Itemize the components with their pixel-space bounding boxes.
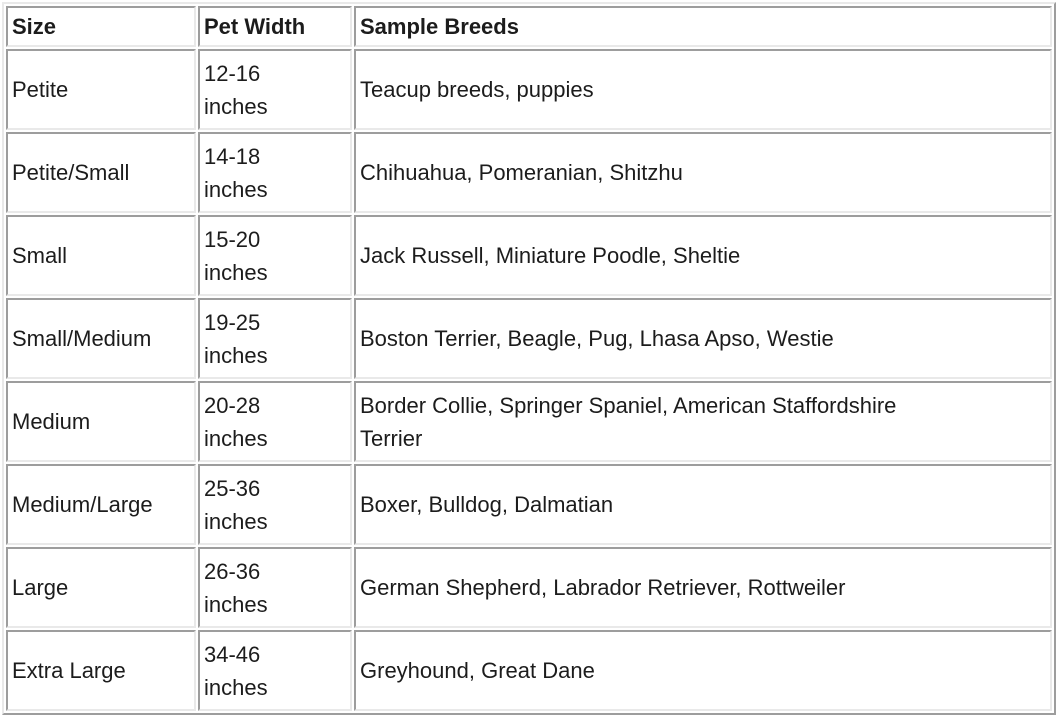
pet-width-cell: 12-16 inches <box>198 49 352 130</box>
table-row: Medium 20-28 inches Border Collie, Sprin… <box>6 381 1052 462</box>
table-row: Small/Medium 19-25 inches Boston Terrier… <box>6 298 1052 379</box>
table-row: Small 15-20 inches Jack Russell, Miniatu… <box>6 215 1052 296</box>
breeds-cell: Greyhound, Great Dane <box>354 630 1052 711</box>
pet-width-cell: 25-36 inches <box>198 464 352 545</box>
column-header-width: Pet Width <box>198 6 352 47</box>
pet-width-cell: 14-18 inches <box>198 132 352 213</box>
pet-width-cell: 19-25 inches <box>198 298 352 379</box>
size-cell: Large <box>6 547 196 628</box>
table-row: Petite 12-16 inches Teacup breeds, puppi… <box>6 49 1052 130</box>
pet-width-cell: 20-28 inches <box>198 381 352 462</box>
breeds-cell: Boston Terrier, Beagle, Pug, Lhasa Apso,… <box>354 298 1052 379</box>
size-cell: Medium <box>6 381 196 462</box>
header-row: Size Pet Width Sample Breeds <box>6 6 1052 47</box>
size-cell: Extra Large <box>6 630 196 711</box>
breeds-cell: Border Collie, Springer Spaniel, America… <box>354 381 1052 462</box>
table-row: Extra Large 34-46 inches Greyhound, Grea… <box>6 630 1052 711</box>
size-cell: Medium/Large <box>6 464 196 545</box>
breeds-cell: Boxer, Bulldog, Dalmatian <box>354 464 1052 545</box>
column-header-breeds: Sample Breeds <box>354 6 1052 47</box>
breeds-cell: German Shepherd, Labrador Retriever, Rot… <box>354 547 1052 628</box>
table-row: Petite/Small 14-18 inches Chihuahua, Pom… <box>6 132 1052 213</box>
size-cell: Small <box>6 215 196 296</box>
breeds-cell: Teacup breeds, puppies <box>354 49 1052 130</box>
pet-width-cell: 34-46 inches <box>198 630 352 711</box>
pet-width-cell: 26-36 inches <box>198 547 352 628</box>
breeds-cell: Jack Russell, Miniature Poodle, Sheltie <box>354 215 1052 296</box>
column-header-size: Size <box>6 6 196 47</box>
table-row: Large 26-36 inches German Shepherd, Labr… <box>6 547 1052 628</box>
size-cell: Petite <box>6 49 196 130</box>
size-cell: Petite/Small <box>6 132 196 213</box>
table-row: Medium/Large 25-36 inches Boxer, Bulldog… <box>6 464 1052 545</box>
breeds-cell: Chihuahua, Pomeranian, Shitzhu <box>354 132 1052 213</box>
size-cell: Small/Medium <box>6 298 196 379</box>
pet-width-cell: 15-20 inches <box>198 215 352 296</box>
